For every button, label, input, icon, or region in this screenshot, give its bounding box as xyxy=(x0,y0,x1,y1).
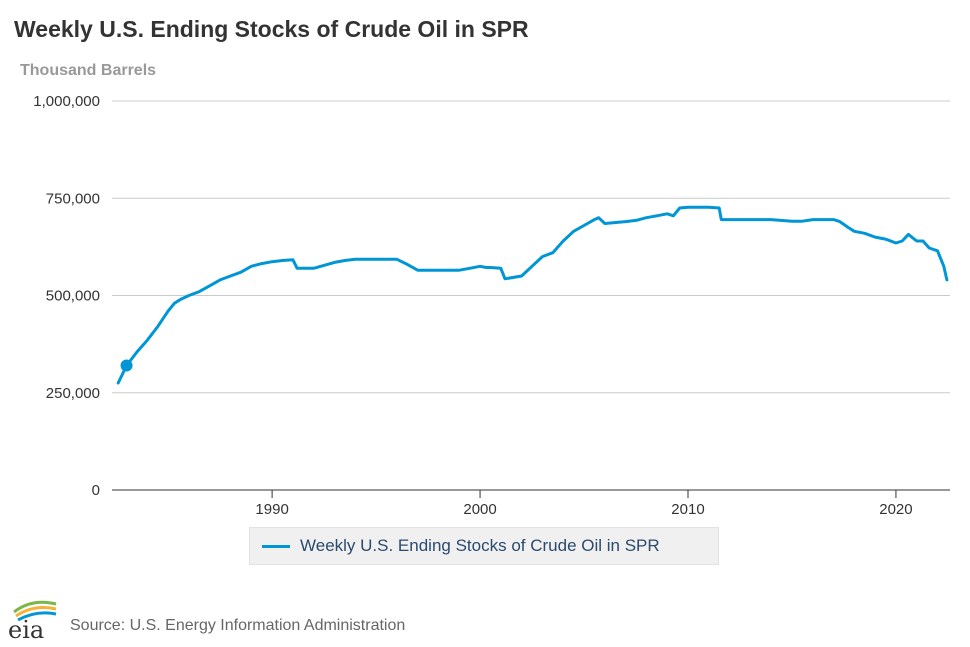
legend-label: Weekly U.S. Ending Stocks of Crude Oil i… xyxy=(300,536,660,555)
eia-logo: eia xyxy=(8,600,57,642)
y-tick-label: 0 xyxy=(92,482,100,499)
source-note: Source: U.S. Energy Information Administ… xyxy=(70,617,406,634)
legend-swatch xyxy=(262,544,290,548)
y-tick-label: 1,000,000 xyxy=(33,93,100,110)
y-tick-label: 750,000 xyxy=(46,190,100,207)
series-layer xyxy=(116,205,949,385)
logo-text: eia xyxy=(8,616,44,642)
y-tick-label: 500,000 xyxy=(46,288,100,305)
x-tick-label: 2010 xyxy=(671,501,704,518)
y-axis-unit-label: Thousand Barrels xyxy=(20,62,157,79)
x-tick-label: 2020 xyxy=(879,501,912,518)
legend[interactable]: Weekly U.S. Ending Stocks of Crude Oil i… xyxy=(249,527,719,565)
y-axis: 0 250,000 500,000 750,000 1,000,000 xyxy=(33,93,100,499)
chart-title: Weekly U.S. Ending Stocks of Crude Oil i… xyxy=(14,16,529,42)
x-tick-label: 2000 xyxy=(463,501,496,518)
x-axis: 1990 2000 2010 2020 xyxy=(255,490,913,518)
y-tick-label: 250,000 xyxy=(46,385,100,402)
line-chart: 0 250,000 500,000 750,000 1,000,000 1990 2000… xyxy=(33,93,950,518)
hover-point-marker[interactable] xyxy=(120,359,133,372)
x-tick-label: 1990 xyxy=(255,501,288,518)
gridlines xyxy=(112,100,950,491)
series-line[interactable] xyxy=(116,205,949,385)
